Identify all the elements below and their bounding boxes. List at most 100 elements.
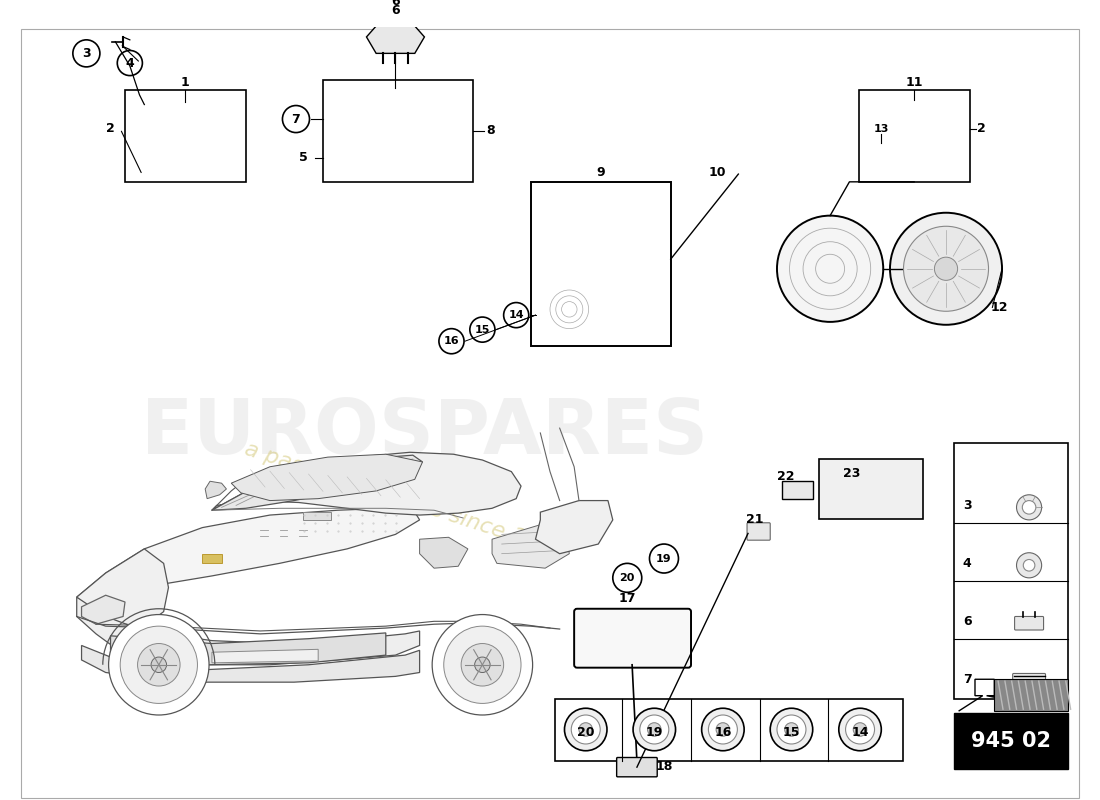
Circle shape [634,708,675,750]
Polygon shape [536,501,613,554]
Circle shape [138,643,180,686]
Circle shape [903,226,989,311]
Circle shape [151,657,166,673]
Circle shape [564,708,607,750]
FancyBboxPatch shape [820,459,923,519]
Circle shape [109,614,209,715]
Text: 1: 1 [180,76,189,89]
Circle shape [854,722,867,736]
Polygon shape [77,508,419,597]
FancyBboxPatch shape [617,758,657,777]
FancyBboxPatch shape [304,512,331,520]
Circle shape [934,257,958,280]
Polygon shape [366,21,425,54]
Circle shape [443,626,521,703]
Circle shape [432,614,532,715]
Text: 19: 19 [646,726,663,739]
Text: 22: 22 [777,470,794,483]
Text: 11: 11 [905,76,923,89]
Text: 2: 2 [978,122,986,135]
Polygon shape [540,288,598,331]
Polygon shape [110,633,386,665]
Text: 3: 3 [82,47,90,60]
Circle shape [579,722,593,736]
Polygon shape [419,538,468,568]
Text: 23: 23 [843,467,860,480]
Polygon shape [867,143,895,162]
Text: 6: 6 [392,0,399,8]
Circle shape [1016,494,1042,520]
Text: 3: 3 [962,499,971,512]
FancyBboxPatch shape [954,442,1068,698]
Text: 16: 16 [443,336,460,346]
Circle shape [571,715,601,744]
Text: 20: 20 [619,573,635,583]
Polygon shape [206,482,227,498]
Text: 6: 6 [962,615,971,628]
Circle shape [784,722,799,736]
Circle shape [846,715,874,744]
Polygon shape [212,455,422,510]
FancyBboxPatch shape [782,482,813,498]
FancyBboxPatch shape [574,609,691,668]
Text: 16: 16 [714,726,732,739]
Polygon shape [77,549,168,626]
FancyBboxPatch shape [954,713,1068,769]
Text: 2: 2 [106,122,114,135]
Circle shape [1022,501,1036,514]
FancyBboxPatch shape [747,522,770,540]
Circle shape [461,643,504,686]
Text: 6: 6 [392,4,399,18]
Text: 7: 7 [292,113,300,126]
Text: 21: 21 [746,514,763,526]
Text: 13: 13 [873,124,889,134]
Polygon shape [334,150,390,167]
Circle shape [648,722,661,736]
Polygon shape [915,143,950,162]
Circle shape [770,708,813,750]
Polygon shape [492,525,570,568]
Text: 7: 7 [962,673,971,686]
Text: 5: 5 [299,151,308,164]
Circle shape [777,715,806,744]
Text: 20: 20 [578,726,594,739]
Circle shape [475,657,491,673]
FancyBboxPatch shape [125,90,245,182]
Polygon shape [202,554,221,563]
Polygon shape [144,170,168,180]
Circle shape [777,216,883,322]
Circle shape [716,722,729,736]
Text: a passion for parts since 1990: a passion for parts since 1990 [242,439,569,562]
FancyBboxPatch shape [1014,617,1044,630]
Text: 4: 4 [962,557,971,570]
Circle shape [708,715,737,744]
Polygon shape [994,679,1068,711]
Polygon shape [231,454,422,501]
Text: 8: 8 [486,124,494,137]
Polygon shape [81,595,125,624]
Circle shape [702,708,744,750]
Text: 18: 18 [656,760,673,773]
Circle shape [890,213,1002,325]
Text: 9: 9 [596,166,605,178]
Polygon shape [77,597,419,665]
FancyBboxPatch shape [859,90,970,182]
Circle shape [120,626,198,703]
Text: 19: 19 [657,554,672,563]
Text: 4: 4 [125,57,134,70]
Text: 17: 17 [618,592,636,605]
Circle shape [640,715,669,744]
Polygon shape [603,296,663,329]
Circle shape [839,708,881,750]
FancyBboxPatch shape [530,182,671,346]
Polygon shape [808,251,851,286]
FancyBboxPatch shape [1013,674,1045,689]
Circle shape [1023,559,1035,571]
Text: 10: 10 [708,166,726,178]
FancyBboxPatch shape [554,698,902,762]
Polygon shape [81,646,419,682]
Text: 14: 14 [851,726,869,739]
Text: EUROSPARES: EUROSPARES [141,396,708,470]
Text: 15: 15 [783,726,800,739]
Polygon shape [342,100,453,138]
